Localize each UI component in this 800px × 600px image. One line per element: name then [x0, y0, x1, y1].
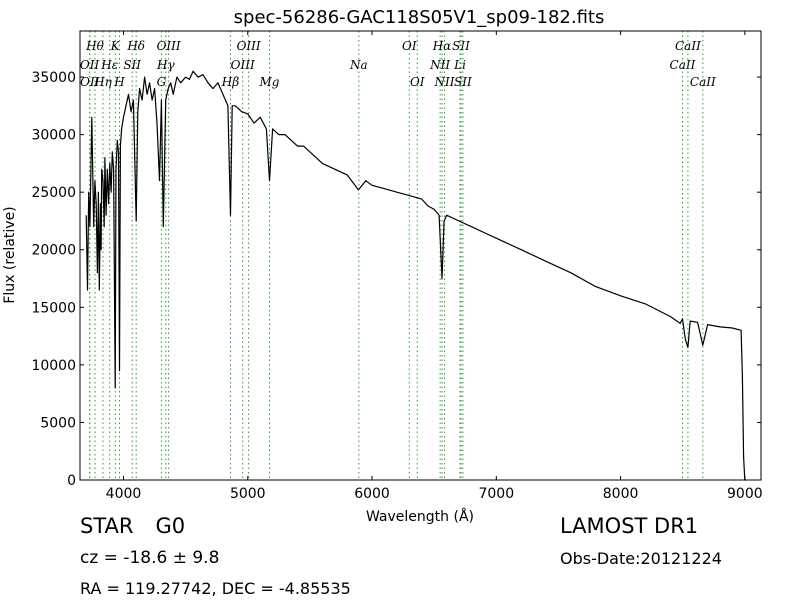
x-tick-label: 6000: [354, 486, 390, 502]
y-axis-label: Flux (relative): [2, 206, 18, 303]
coordinates-readout: RA = 119.27742, DEC = -4.85535: [80, 579, 351, 598]
spectral-line-label: CaII: [670, 58, 696, 72]
y-tick-label: 0: [67, 473, 76, 489]
spectrum-series-line: [85, 70, 747, 481]
spectral-line-label: SII: [454, 75, 472, 89]
plot-area: OIIOIIHθHηHεKHSIIHδGHγOIIIHβOIIIOIIIMgNa…: [80, 31, 747, 481]
spectral-line-label: Hε: [100, 58, 118, 72]
spectral-line-label: OIII: [231, 58, 255, 72]
spectral-line-label: Hα: [432, 39, 452, 53]
axes: 4000 5000 6000 7000 8000 9000 0 5000 10000 15000 2…: [31, 31, 763, 502]
spectral-line-label: OIII: [157, 39, 181, 53]
spectral-line-label: Mg: [259, 75, 280, 89]
spectral-line-label: SII: [123, 58, 141, 72]
x-tick-label: 5000: [230, 486, 266, 502]
spectral-line-label: OIII: [237, 39, 261, 53]
spectral-line-label: K: [110, 39, 121, 53]
spectral-line-label: H: [113, 75, 125, 89]
observation-date: Obs-Date:20121224: [560, 549, 722, 568]
spectral-line-label: Hη: [93, 75, 112, 89]
x-tick-label: 7000: [478, 486, 514, 502]
class-value: STAR: [80, 514, 134, 538]
chart-title: spec-56286-GAC118S05V1_sp09-182.fits: [234, 7, 605, 28]
y-tick-label: 10000: [31, 358, 76, 374]
x-axis-label: Wavelength (Å): [366, 508, 474, 525]
spectral-line-label: NII: [433, 75, 454, 89]
object-class: STAR G0: [80, 514, 185, 538]
spectral-line-label: OII: [80, 58, 100, 72]
y-tick-label: 15000: [31, 300, 76, 316]
y-tick-label: 20000: [31, 243, 76, 259]
spectral-line-label: OI: [402, 39, 417, 53]
spectral-line-label: Hβ: [221, 75, 239, 89]
spectral-line-label: OI: [410, 75, 425, 89]
spectral-line-label: Hγ: [156, 58, 175, 72]
redshift-readout: cz = -18.6 ± 9.8: [80, 548, 220, 568]
spectral-line-label: CaII: [675, 39, 701, 53]
spectral-line-label: NII: [429, 58, 450, 72]
y-tick-label: 35000: [31, 70, 76, 86]
spectral-line-label: SII: [452, 39, 470, 53]
y-tick-label: 25000: [31, 185, 76, 201]
x-tick-label: 8000: [603, 486, 639, 502]
x-tick-label: 9000: [727, 486, 763, 502]
y-tick-label: 30000: [31, 128, 76, 144]
survey-name: LAMOST DR1: [560, 514, 699, 538]
spectral-line-label: Na: [349, 58, 368, 72]
plot-frame: [79, 30, 762, 481]
spectral-line-label: Hθ: [85, 39, 104, 53]
spectral-line-label: CaII: [690, 75, 716, 89]
x-tick-label: 4000: [106, 486, 142, 502]
subclass-value: G0: [155, 514, 186, 538]
y-tick-label: 5000: [40, 415, 76, 431]
spectral-line-label: Li: [453, 58, 466, 72]
spectral-line-label: G: [157, 75, 167, 89]
spectral-line-label: Hδ: [126, 39, 145, 53]
